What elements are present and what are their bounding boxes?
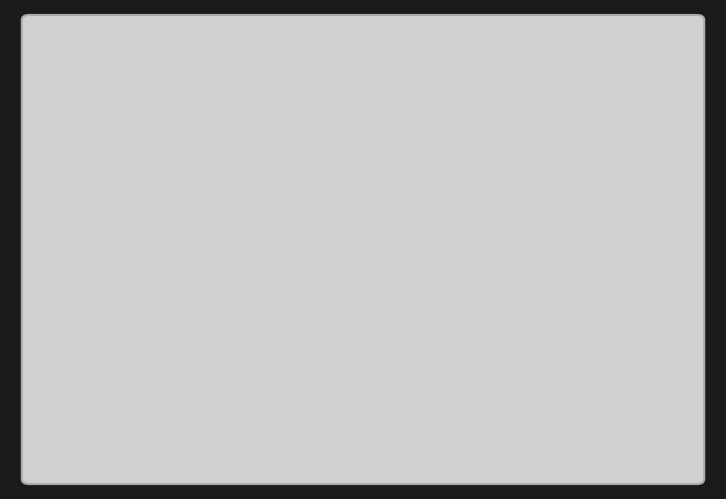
Text: R: R [327,209,338,224]
Text: 6x + 2: 6x + 2 [333,230,385,245]
Text: Q: Q [492,299,504,314]
Text: P: P [297,270,306,285]
Text: 14x− 14: 14x− 14 [290,236,355,250]
Text: Find the measure of the arc or angle indicated.: Find the measure of the arc or angle ind… [62,53,521,72]
Text: S: S [420,408,430,423]
Text: Find the measure of angle PQR.: Find the measure of angle PQR. [62,112,370,131]
